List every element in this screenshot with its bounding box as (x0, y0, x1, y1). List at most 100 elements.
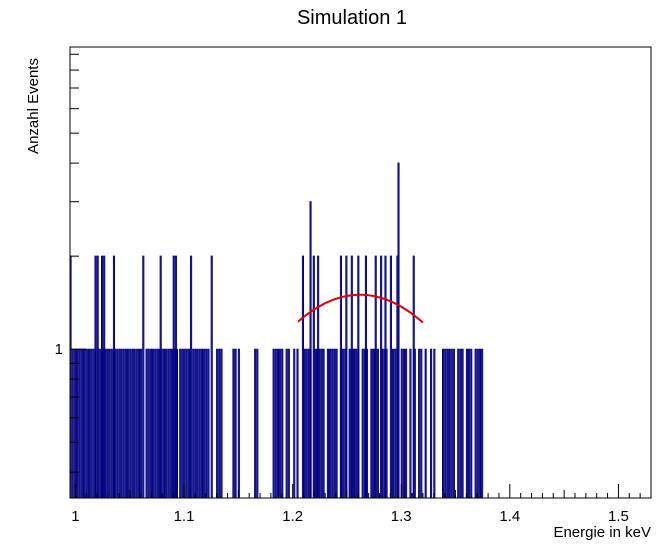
x-axis-label: Energie in keV (553, 524, 651, 541)
histogram-bar (355, 348, 358, 498)
histogram-bar (450, 348, 453, 498)
histogram-bar (476, 348, 479, 498)
histogram-bar (147, 348, 150, 498)
histogram-bar (232, 348, 235, 498)
histogram-bar (370, 348, 373, 498)
x-tick-label: 1.1 (174, 508, 195, 525)
histogram-bar (317, 255, 320, 498)
histogram-bar (83, 348, 86, 498)
histogram-bar (159, 255, 162, 498)
histogram-bar (312, 255, 315, 498)
histogram-bar (326, 348, 329, 498)
histogram-bar (92, 348, 95, 498)
chart-title: Simulation 1 (297, 7, 407, 29)
histogram-bar (301, 255, 304, 498)
histogram-bar (85, 348, 88, 498)
histogram-bar (203, 348, 206, 498)
histogram-bar (185, 348, 188, 498)
histogram-bar (196, 348, 199, 498)
histogram-bar (397, 162, 400, 498)
histogram-bar (183, 348, 186, 498)
histogram-bar (374, 255, 377, 498)
histogram-bar (145, 348, 148, 498)
histogram-bar (234, 348, 237, 498)
histogram-bar (87, 348, 91, 498)
histogram-bar (200, 348, 203, 498)
histogram-bar (76, 348, 79, 498)
y-tick-label: 1 (55, 341, 63, 358)
histogram-bar (352, 348, 356, 498)
histogram-bar (478, 348, 481, 498)
histogram-bar (380, 255, 383, 498)
histogram-bar (424, 348, 427, 498)
histogram-bar (220, 348, 223, 498)
x-tick-label: 1.5 (608, 508, 629, 525)
histogram-bar (133, 348, 136, 498)
histogram-bar (172, 255, 175, 498)
x-tick-label: 1.4 (499, 508, 520, 525)
histogram-bar (108, 348, 111, 498)
x-tick-label: 1 (71, 508, 79, 525)
histogram-bar (448, 348, 451, 498)
histogram-bar (481, 348, 484, 498)
histogram-bar (198, 348, 201, 498)
histogram-bar (131, 348, 134, 498)
histogram-bar (444, 348, 447, 498)
histogram-bar (140, 348, 143, 498)
histogram-bar (335, 348, 338, 498)
histogram-bar (433, 348, 436, 498)
histogram-bar (474, 348, 477, 498)
histogram-bar (457, 348, 460, 498)
histogram-bar (364, 255, 367, 498)
histogram-bar (149, 348, 152, 498)
histogram-bar (194, 348, 197, 498)
histogram-bar (418, 348, 421, 498)
histogram-bar (181, 348, 184, 498)
histogram-bar (152, 348, 155, 498)
histogram-bar (279, 348, 282, 498)
histogram-bar (174, 255, 177, 498)
histogram-bar (384, 255, 387, 498)
histogram-bar (120, 348, 123, 498)
histogram-bar (412, 255, 415, 498)
histogram-bar (106, 348, 109, 498)
histogram-bar (272, 348, 275, 498)
histogram-bar (333, 348, 336, 498)
histogram-bar (400, 348, 403, 498)
histogram-bar (409, 348, 412, 498)
histogram-bar (376, 348, 379, 498)
histogram-bar (345, 255, 348, 498)
histogram-bar (90, 348, 93, 498)
histogram-bar (465, 348, 468, 498)
plot-frame (69, 46, 652, 499)
histogram-bar (320, 348, 323, 498)
histogram-bar (329, 348, 332, 498)
histogram-bar (342, 348, 345, 498)
histogram-bar (218, 348, 221, 498)
histogram-bar (459, 348, 462, 498)
histogram-bar (389, 255, 392, 498)
y-axis-ticks: 1 (55, 53, 86, 473)
fit-curve (297, 293, 424, 324)
histogram-bar (156, 348, 159, 498)
histogram-bar (357, 255, 360, 498)
histogram-bar (452, 348, 455, 498)
histogram-bar (100, 255, 104, 498)
histogram-bar (187, 348, 190, 498)
y-axis-label: Anzahl Events (25, 58, 42, 154)
histogram-bar (71, 348, 74, 498)
histogram-bar (470, 348, 473, 498)
histogram-bar (142, 255, 145, 498)
histogram-bar (441, 348, 445, 498)
histogram-bar (281, 348, 284, 498)
histogram-bar (169, 348, 172, 498)
x-axis-ticks: 1 1.1 1.2 1.3 1.4 1.5 (71, 484, 652, 525)
histogram-bar (94, 255, 97, 498)
histogram-bar (210, 255, 213, 498)
histogram-bar (135, 348, 138, 498)
histogram-bar (116, 348, 119, 498)
histogram-bar (372, 348, 375, 498)
histogram-bar (78, 348, 81, 498)
histogram-bar (112, 255, 116, 498)
histogram-bar (118, 348, 121, 498)
